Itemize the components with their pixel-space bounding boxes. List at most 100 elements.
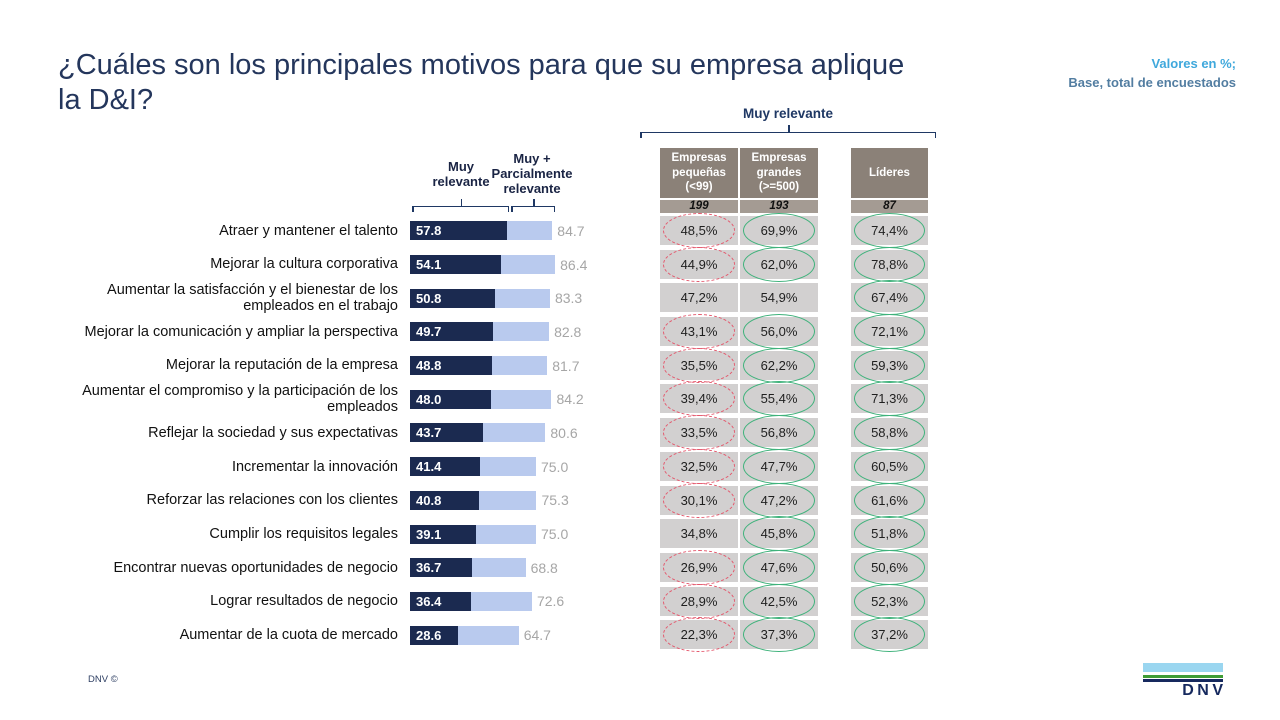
bar-segment-parcialmente [475, 524, 536, 544]
bar-segment-parcialmente [483, 423, 546, 443]
cell-value: 22,3% [680, 627, 718, 643]
cell-value: 26,9% [680, 559, 718, 575]
cell-value: 50,6% [871, 559, 908, 575]
bar-total-value: 75.0 [540, 526, 569, 543]
bar-segment-muy-relevante: 28.6 [410, 625, 459, 645]
table-cell: 28,9% [660, 583, 738, 619]
cell-value: 45,8% [760, 526, 798, 542]
cell-value: 78,8% [871, 256, 908, 272]
table-cell: 61,6% [851, 482, 928, 518]
bar-value: 36.7 [416, 560, 442, 576]
cell-value: 72,1% [871, 324, 908, 340]
table-cell: 37,3% [740, 617, 818, 653]
cell-value: 60,5% [871, 458, 908, 474]
table-cell: 32,5% [660, 448, 738, 484]
cell-value: 32,5% [680, 458, 718, 474]
table-row: 39,4% 55,4% 71,3% [660, 381, 928, 417]
cell-value: 61,6% [871, 492, 908, 508]
bar: 40.8 75.3 [410, 490, 569, 510]
bar: 48.8 81.7 [410, 356, 579, 376]
page-title: ¿Cuáles son los principales motivos para… [58, 49, 905, 116]
chart-row: Mejorar la reputación de la empresa 48.8… [58, 349, 638, 383]
category-label: Lograr resultados de negocio [210, 593, 398, 610]
logo-text: DNV [1182, 682, 1227, 699]
bar-total-value: 80.6 [550, 424, 578, 441]
cell-value: 55,4% [760, 391, 798, 407]
table-row: 26,9% 47,6% 50,6% [660, 549, 928, 585]
table-cell: 42,5% [740, 583, 818, 619]
table-cell: 43,1% [660, 314, 738, 350]
bar: 54.1 86.4 [410, 255, 587, 275]
cell-value: 56,8% [760, 425, 798, 441]
bar-total-value: 75.0 [540, 458, 569, 475]
chart-row: Aumentar de la cuota de mercado 28.6 64.… [58, 618, 638, 652]
bar: 41.4 75.0 [410, 457, 569, 477]
bar: 28.6 64.7 [410, 625, 551, 645]
bar-value: 43.7 [416, 425, 442, 441]
bar-segment-muy-relevante: 50.8 [410, 288, 496, 308]
table-title: Muy relevante [742, 106, 834, 121]
logo-lightblue-bar [1143, 663, 1223, 672]
table-cell: 52,3% [851, 583, 928, 619]
bar-chart: Atraer y mantener el talento 57.8 84.7 M… [58, 214, 638, 652]
table-cell: 45,8% [740, 516, 818, 552]
category-label: Cumplir los requisitos legales [209, 525, 398, 542]
bar-total-value: 84.2 [556, 391, 584, 408]
table-cell: 72,1% [851, 314, 928, 350]
table-cell: 69,9% [740, 213, 818, 248]
table-cell: 30,1% [660, 482, 738, 518]
cell-value: 37,2% [871, 627, 908, 643]
table-row: 43,1% 56,0% 72,1% [660, 314, 928, 350]
table-row: 35,5% 62,2% 59,3% [660, 347, 928, 383]
bar-value: 54.1 [416, 257, 442, 273]
table-cell: 55,4% [740, 381, 818, 417]
bar-segment-muy-relevante: 43.7 [410, 423, 484, 443]
chart-row: Incrementar la innovación 41.4 75.0 [58, 450, 638, 484]
cell-value: 74,4% [871, 223, 908, 238]
table-bracket [640, 125, 936, 138]
table-row: 33,5% 56,8% 58,8% [660, 415, 928, 451]
cell-value: 67,4% [871, 290, 908, 306]
category-label: Aumentar la satisfacción y el bienestar … [107, 281, 398, 315]
bar-segment-parcialmente [491, 356, 548, 376]
bar: 49.7 82.8 [410, 322, 581, 342]
chart-row: Reforzar las relaciones con los clientes… [58, 484, 638, 518]
table-cell: 37,2% [851, 617, 928, 653]
bracket-tick [533, 199, 535, 206]
column-header-empresas-pequenas: Empresas pequeñas (<99) [660, 148, 738, 198]
table-cell: 51,8% [851, 516, 928, 552]
bar-total-value: 68.8 [530, 559, 558, 576]
column-header-lideres: Líderes [851, 148, 928, 198]
logo-green-bar [1143, 674, 1223, 678]
copyright-text: DNV © [88, 674, 118, 685]
bar-segment-parcialmente [507, 221, 553, 241]
legend-muy-relevante: Muy relevante [432, 159, 490, 189]
bar-total-value: 75.3 [541, 492, 569, 509]
bar: 50.8 83.3 [410, 288, 582, 308]
bar-value: 41.4 [416, 459, 442, 475]
cell-value: 59,3% [871, 357, 908, 373]
bar-segment-muy-relevante: 41.4 [410, 457, 480, 477]
category-label: Incrementar la innovación [231, 458, 398, 475]
chart-row: Cumplir los requisitos legales 39.1 75.0 [58, 517, 638, 551]
bar-segment-muy-relevante: 36.7 [410, 558, 472, 578]
logo-navy-bar [1143, 679, 1223, 682]
category-label: Encontrar nuevas oportunidades de negoci… [113, 559, 398, 576]
base-count-empresas-grandes: 193 [740, 200, 818, 213]
bar: 39.1 75.0 [410, 524, 569, 544]
cell-value: 39,4% [680, 391, 718, 407]
table-cell: 71,3% [851, 381, 928, 417]
bar: 48.0 84.2 [410, 389, 584, 409]
table-row: 22,3% 37,3% 37,2% [660, 617, 928, 653]
table-body: 48,5% 69,9% 74,4% 44,9% 62,0% 78,8% 47,2% 54,9%… [660, 213, 928, 653]
bar-segment-parcialmente [471, 591, 532, 611]
bracket-muy-relevante [412, 199, 509, 212]
bracket-tick [788, 125, 790, 132]
category-label: Atraer y mantener el talento [219, 222, 398, 239]
table-cell: 56,8% [740, 415, 818, 451]
cell-value: 71,3% [871, 391, 908, 407]
table-row: 47,2% 54,9% 67,4% [660, 280, 928, 316]
note-line2: Base, total de encuestados [1068, 74, 1236, 90]
table-cell: 50,6% [851, 549, 928, 585]
